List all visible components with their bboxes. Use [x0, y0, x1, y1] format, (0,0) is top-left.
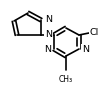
Text: N: N — [45, 14, 52, 23]
Text: N: N — [45, 30, 52, 39]
Text: Cl: Cl — [90, 28, 99, 37]
Text: N: N — [82, 44, 89, 53]
Text: N: N — [44, 44, 51, 53]
Text: CH₃: CH₃ — [59, 75, 73, 84]
